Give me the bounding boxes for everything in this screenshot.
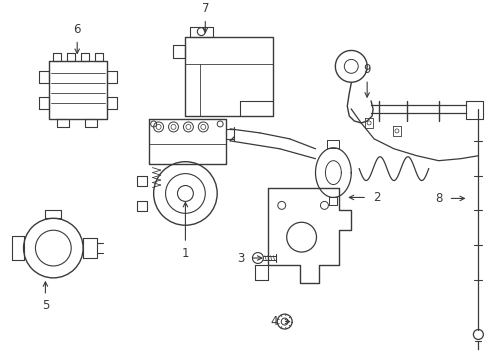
Text: 6: 6 <box>74 23 81 36</box>
Text: 8: 8 <box>435 192 442 205</box>
Text: 2: 2 <box>373 191 381 204</box>
Text: 1: 1 <box>182 247 189 260</box>
Text: 3: 3 <box>237 252 245 265</box>
Text: 7: 7 <box>201 2 209 15</box>
Text: 5: 5 <box>42 299 49 312</box>
Text: 9: 9 <box>364 63 371 76</box>
Text: 4: 4 <box>270 315 277 328</box>
